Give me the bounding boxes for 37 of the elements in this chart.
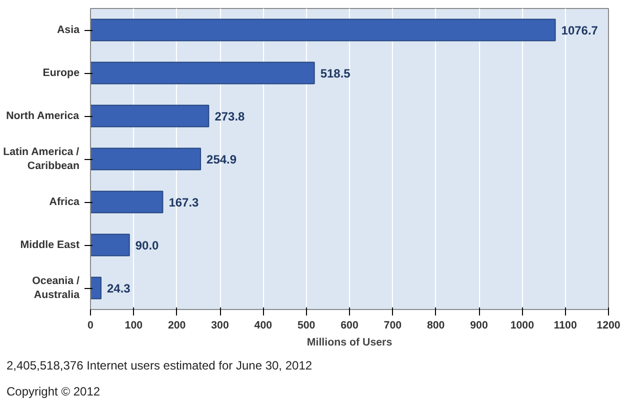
bar <box>90 148 202 170</box>
y-tick-label: Oceania / Australia <box>32 274 80 302</box>
x-tick-label: 700 <box>384 320 402 332</box>
x-tick-label: 300 <box>211 320 229 332</box>
y-tick-label: Middle East <box>20 239 80 251</box>
text: 2,405,518,376 Internet users estimated for June 30, 2012 <box>6 358 312 372</box>
bar <box>90 104 210 128</box>
data-label: 518.5 <box>320 66 351 80</box>
data-label: 167.3 <box>168 196 200 210</box>
x-tick-label: 600 <box>340 320 358 332</box>
y-tick-label: Africa <box>49 196 80 208</box>
y-tick-label: Asia <box>56 24 80 36</box>
data-label: 254.9 <box>206 152 237 166</box>
bar <box>90 62 315 84</box>
y-tick-label: North America <box>6 110 80 122</box>
bar <box>90 276 102 300</box>
y-tick-label: Latin America / Caribbean <box>3 146 80 172</box>
x-tick-label: 1200 <box>596 320 620 332</box>
x-tick-label: 1000 <box>510 320 534 332</box>
x-tick-label: 0 <box>88 320 94 332</box>
x-tick-label: 500 <box>297 320 316 332</box>
bar <box>90 190 164 214</box>
x-tick-label: 400 <box>254 320 272 332</box>
x-tick-label: 100 <box>124 320 143 332</box>
y-tick-label: Europe <box>42 67 80 79</box>
bar <box>90 18 556 42</box>
bar <box>90 234 130 256</box>
data-label: 90.0 <box>135 238 160 252</box>
data-label: 273.8 <box>214 110 246 124</box>
text: Copyright © 2012 <box>6 384 100 398</box>
x-tick-label: 900 <box>470 320 488 332</box>
data-label: 24.3 <box>106 282 131 296</box>
x-tick-label: 1100 <box>554 320 577 332</box>
x-axis-title: Millions of Users <box>306 336 392 348</box>
x-tick-label: 200 <box>168 320 186 332</box>
x-tick-label: 800 <box>426 320 445 332</box>
data-label: 1076.7 <box>561 24 598 38</box>
